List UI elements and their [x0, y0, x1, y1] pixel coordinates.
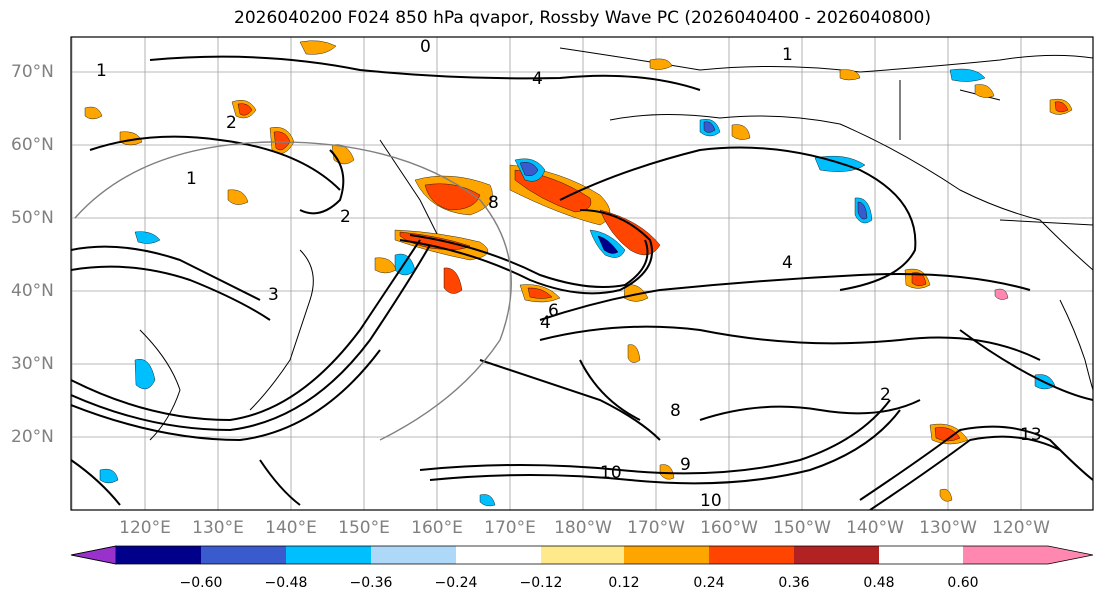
- colorbar-tick-label: 0.12: [608, 575, 640, 591]
- colorbar-bin: [794, 546, 879, 564]
- contour-label: 8: [488, 193, 499, 213]
- colorbar-bin: [116, 546, 201, 564]
- colorbar-tick-label: −0.48: [264, 575, 308, 591]
- colorbar-tick-label: −0.12: [519, 575, 563, 591]
- lon-label: 150°W: [773, 518, 831, 538]
- anomaly-patch: [134, 231, 161, 244]
- colorbar-tick-label: −0.60: [179, 575, 223, 591]
- anomaly-patch: [974, 84, 995, 98]
- contour-label: 2: [340, 207, 351, 227]
- anomaly-patch: [237, 103, 253, 116]
- anomaly-patch: [597, 235, 619, 254]
- lat-label-40n: 40°N: [11, 281, 54, 301]
- anomaly-patch: [731, 124, 751, 140]
- anomaly-patch: [99, 468, 119, 484]
- anomaly-patch: [994, 288, 1009, 300]
- anomaly-patch: [527, 287, 553, 299]
- contour-label: 3: [268, 285, 279, 305]
- colorbar: [70, 545, 1094, 565]
- colorbar-extend-low: [70, 545, 117, 565]
- map-frame: [70, 36, 1094, 511]
- colorbar-bin: [709, 546, 794, 564]
- lon-label: 140°E: [265, 518, 317, 538]
- anomaly-patch: [519, 162, 539, 177]
- lon-label: 120°W: [992, 518, 1050, 538]
- lat-label-70n: 70°N: [11, 62, 54, 82]
- colorbar-bin: [541, 546, 624, 564]
- anomaly-patch: [623, 284, 649, 302]
- anomaly-patch: [299, 40, 337, 55]
- anomaly-patch: [939, 488, 953, 502]
- anomaly-patch: [374, 257, 397, 274]
- lat-label-50n: 50°N: [11, 208, 54, 228]
- colorbar-extend-high: [963, 546, 1093, 564]
- contour-label: 10: [700, 491, 722, 511]
- lon-label: 160°W: [700, 518, 758, 538]
- contour-label: 9: [680, 455, 691, 475]
- map-title: 2026040200 F024 850 hPa qvapor, Rossby W…: [234, 8, 931, 28]
- lon-label: 170°E: [484, 518, 536, 538]
- lat-label-20n: 20°N: [11, 427, 54, 447]
- anomaly-patch: [84, 106, 103, 120]
- anomaly-patch: [839, 69, 861, 81]
- anomaly-patch: [857, 201, 868, 220]
- anomaly-patch: [949, 68, 986, 82]
- colorbar-tick-label: −0.36: [349, 575, 393, 591]
- contour-label: 2: [226, 113, 237, 133]
- colorbar-tick-label: 0.60: [947, 575, 979, 591]
- colorbar-bin: [201, 546, 286, 564]
- contour-label: 8: [670, 401, 681, 421]
- lat-label-30n: 30°N: [11, 354, 54, 374]
- anomaly-patch: [227, 189, 249, 205]
- contour-label: 4: [782, 253, 793, 273]
- lon-label: 140°W: [846, 518, 904, 538]
- contour-label: 10: [600, 463, 622, 483]
- lon-label: 150°E: [338, 518, 390, 538]
- anomaly-patch: [479, 494, 496, 507]
- colorbar-bin: [456, 546, 541, 564]
- anomaly-patch: [627, 344, 641, 363]
- contour-label: 1: [782, 45, 793, 65]
- colorbar-bin: [371, 546, 456, 564]
- graticule: [71, 37, 1093, 510]
- lon-label: 130°E: [192, 518, 244, 538]
- colorbar-bin: [286, 546, 371, 564]
- contour-label: 1: [186, 169, 197, 189]
- lon-label: 160°E: [411, 518, 463, 538]
- colorbar-tick-label: 0.36: [778, 575, 810, 591]
- contour-label: 4: [532, 69, 543, 89]
- anomaly-patch: [599, 209, 661, 256]
- colorbar-bin: [624, 546, 709, 564]
- anomaly-patch: [703, 121, 716, 133]
- lon-label: 180°W: [554, 518, 612, 538]
- contour-label: 4: [540, 313, 551, 333]
- lon-label: 170°W: [627, 518, 685, 538]
- anomaly-patch: [911, 272, 927, 286]
- rossby-wave-contours: [71, 55, 1093, 510]
- colorbar-tick-label: 0.24: [693, 575, 725, 591]
- anomaly-patch: [443, 267, 463, 294]
- anomaly-patch: [1054, 101, 1069, 113]
- anomaly-patch: [659, 464, 675, 480]
- contour-label: 13: [1020, 425, 1042, 445]
- lon-label: 120°E: [119, 518, 171, 538]
- contour-label: 1: [96, 61, 107, 81]
- qvapor-anomaly-shading: [84, 40, 1073, 507]
- anomaly-patch: [934, 427, 961, 442]
- colorbar-tick-label: 0.48: [863, 575, 895, 591]
- projection-arc: [74, 141, 512, 441]
- contour-label: 6: [548, 301, 559, 321]
- anomaly-patch: [134, 359, 156, 390]
- anomaly-patch: [649, 58, 673, 70]
- lon-label: 130°W: [919, 518, 977, 538]
- contour-label: 2: [880, 385, 891, 405]
- colorbar-tick-label: −0.24: [434, 575, 478, 591]
- contour-label: 0: [420, 37, 431, 57]
- lat-label-60n: 60°N: [11, 135, 54, 155]
